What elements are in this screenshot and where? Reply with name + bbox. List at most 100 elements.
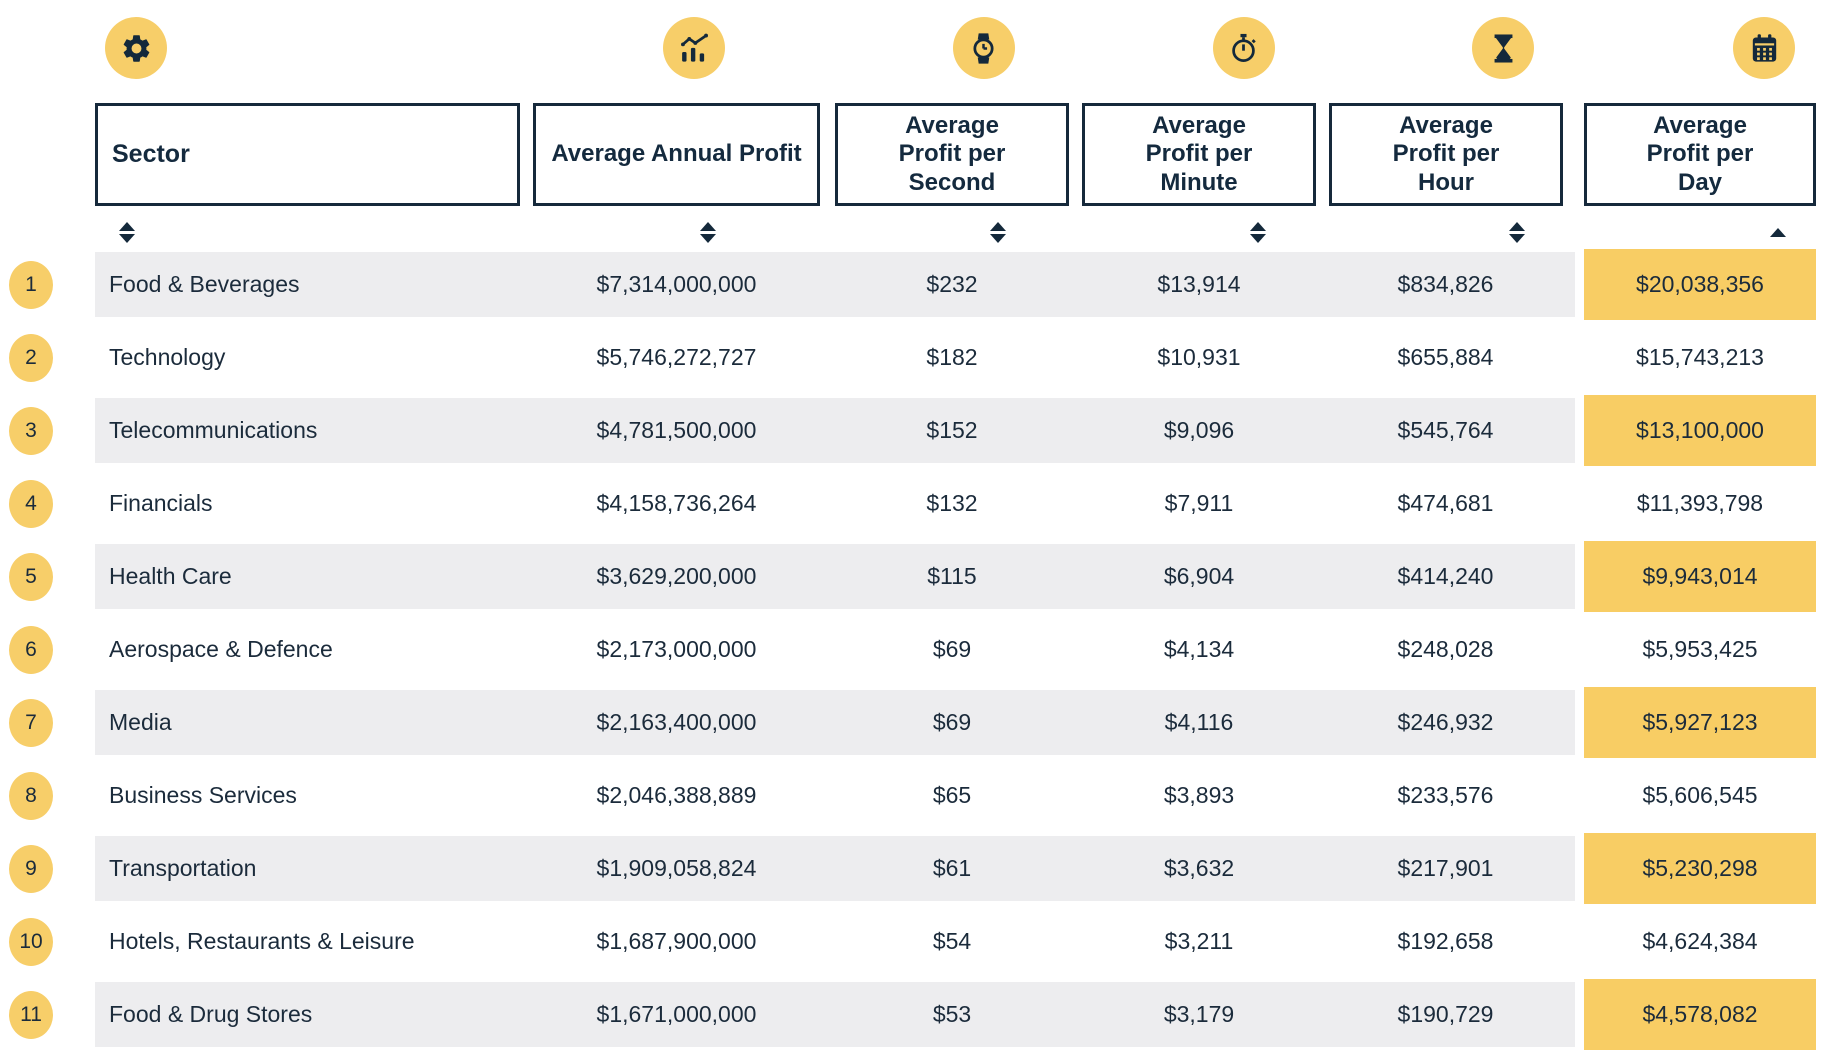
rank-badge: 6	[9, 625, 53, 674]
cell-profit-per-hour: $246,932	[1397, 709, 1494, 735]
cell-annual-profit: $5,746,272,727	[596, 344, 757, 370]
cell-profit-per-day: $5,230,298	[1584, 833, 1816, 904]
rank-number: 1	[25, 272, 37, 296]
column-header-label: Average Profit per Day	[1646, 112, 1754, 196]
sort-down-icon	[1249, 233, 1266, 243]
rank-number: 5	[25, 564, 37, 588]
sort-arrows-annual[interactable]	[700, 221, 716, 243]
table-row: 9 Transportation $1,909,058,824 $61 $3,6…	[0, 832, 1828, 905]
column-header-profit-per-minute[interactable]: Average Profit per Minute	[1082, 103, 1316, 206]
cell-profit-per-second: $54	[932, 928, 972, 954]
cell-annual-profit: $3,629,200,000	[596, 563, 757, 589]
cell-profit-per-second: $65	[932, 782, 972, 808]
column-header-profit-per-second[interactable]: Average Profit per Second	[835, 103, 1069, 206]
rank-badge: 3	[9, 406, 53, 455]
table-row: 2 Technology $5,746,272,727 $182 $10,931…	[0, 321, 1828, 394]
cell-profit-per-hour: $474,681	[1397, 490, 1494, 516]
cell-sector: Hotels, Restaurants & Leisure	[109, 928, 415, 954]
sort-down-icon	[700, 233, 716, 243]
cell-profit-per-second: $61	[932, 855, 972, 881]
cell-profit-per-hour: $192,658	[1397, 928, 1494, 954]
sort-up-icon	[1770, 227, 1786, 237]
cell-annual-profit: $4,781,500,000	[596, 417, 757, 443]
column-header-label: Average Profit per Second	[898, 112, 1006, 196]
cell-profit-per-second: $69	[932, 709, 972, 735]
cell-profit-per-minute: $7,911	[1164, 490, 1234, 516]
rank-badge: 2	[9, 333, 53, 382]
cell-profit-per-minute: $3,211	[1164, 928, 1234, 954]
rank-badge: 5	[9, 552, 53, 601]
rank-badge: 9	[9, 844, 53, 893]
sort-arrows-sector[interactable]	[119, 221, 135, 243]
cell-annual-profit: $7,314,000,000	[596, 271, 757, 297]
cell-profit-per-day: $13,100,000	[1584, 395, 1816, 466]
column-icons-row	[0, 0, 1828, 79]
table-row: 1 Food & Beverages $7,314,000,000 $232 $…	[0, 248, 1828, 321]
cell-sector: Technology	[109, 344, 226, 370]
cell-annual-profit: $4,158,736,264	[596, 490, 757, 516]
cell-sector: Financials	[109, 490, 213, 516]
sort-down-icon	[119, 233, 135, 243]
cell-profit-per-minute: $6,904	[1163, 563, 1235, 589]
cell-annual-profit: $1,909,058,824	[596, 855, 757, 881]
cell-profit-per-minute: $10,931	[1157, 344, 1241, 370]
column-header-annual-profit[interactable]: Average Annual Profit	[533, 103, 820, 206]
cell-profit-per-day: $9,943,014	[1584, 541, 1816, 612]
column-header-profit-per-day[interactable]: Average Profit per Day	[1584, 103, 1816, 206]
cell-profit-per-hour: $655,884	[1397, 344, 1494, 370]
cell-profit-per-second: $182	[926, 344, 978, 370]
table-body: 1 Food & Beverages $7,314,000,000 $232 $…	[0, 248, 1828, 1051]
cell-profit-per-day: $4,578,082	[1584, 979, 1816, 1050]
column-header-label: Average Profit per Hour	[1392, 112, 1500, 196]
cell-sector: Food & Drug Stores	[109, 1001, 313, 1027]
sort-up-icon	[700, 221, 716, 231]
sort-down-icon	[989, 233, 1006, 243]
sort-up-icon	[1509, 221, 1525, 231]
sort-up-icon	[989, 221, 1006, 231]
rank-number: 4	[25, 491, 37, 515]
sort-arrows-hour[interactable]	[1509, 221, 1525, 243]
cell-profit-per-day: $5,927,123	[1584, 687, 1816, 758]
rank-number: 8	[25, 783, 37, 807]
sort-arrows-second[interactable]	[989, 221, 1006, 243]
cell-profit-per-minute: $3,632	[1163, 855, 1235, 881]
gear-icon	[105, 17, 167, 79]
cell-sector: Aerospace & Defence	[109, 636, 333, 662]
cell-profit-per-minute: $3,893	[1163, 782, 1235, 808]
table-row: 10 Hotels, Restaurants & Leisure $1,687,…	[0, 905, 1828, 978]
cell-profit-per-second: $69	[932, 636, 972, 662]
cell-profit-per-minute: $13,914	[1157, 271, 1241, 297]
cell-profit-per-hour: $217,901	[1397, 855, 1494, 881]
column-header-sector[interactable]: Sector	[95, 103, 520, 206]
cell-profit-per-minute: $4,116	[1164, 709, 1234, 735]
sort-up-icon	[119, 221, 135, 231]
cell-profit-per-day: $4,624,384	[1584, 906, 1816, 977]
table-header-row: Sector Average Annual Profit Average Pro…	[0, 103, 1828, 206]
table-row: 4 Financials $4,158,736,264 $132 $7,911 …	[0, 467, 1828, 540]
cell-profit-per-day: $5,606,545	[1584, 760, 1816, 831]
rank-number: 11	[20, 1002, 42, 1026]
cell-profit-per-day: $11,393,798	[1584, 468, 1816, 539]
sort-arrows-day-active[interactable]	[1770, 227, 1786, 237]
cell-sector: Transportation	[109, 855, 257, 881]
cell-profit-per-hour: $233,576	[1397, 782, 1494, 808]
cell-profit-per-hour: $248,028	[1397, 636, 1494, 662]
cell-annual-profit: $2,046,388,889	[596, 782, 757, 808]
column-header-label: Average Profit per Minute	[1145, 112, 1253, 196]
table-row: 6 Aerospace & Defence $2,173,000,000 $69…	[0, 613, 1828, 686]
rank-number: 3	[25, 418, 37, 442]
rank-number: 6	[25, 637, 37, 661]
cell-sector: Business Services	[109, 782, 297, 808]
column-header-profit-per-hour[interactable]: Average Profit per Hour	[1329, 103, 1563, 206]
stopwatch-icon	[1212, 17, 1275, 79]
cell-profit-per-minute: $9,096	[1163, 417, 1235, 443]
rank-badge: 7	[9, 698, 53, 747]
sort-arrows-minute[interactable]	[1249, 221, 1266, 243]
cell-annual-profit: $2,173,000,000	[596, 636, 757, 662]
column-header-label: Average Annual Profit	[551, 140, 802, 168]
cell-sector: Media	[109, 709, 172, 735]
table-row: 8 Business Services $2,046,388,889 $65 $…	[0, 759, 1828, 832]
cell-profit-per-minute: $3,179	[1163, 1001, 1235, 1027]
sort-down-icon	[1509, 233, 1525, 243]
